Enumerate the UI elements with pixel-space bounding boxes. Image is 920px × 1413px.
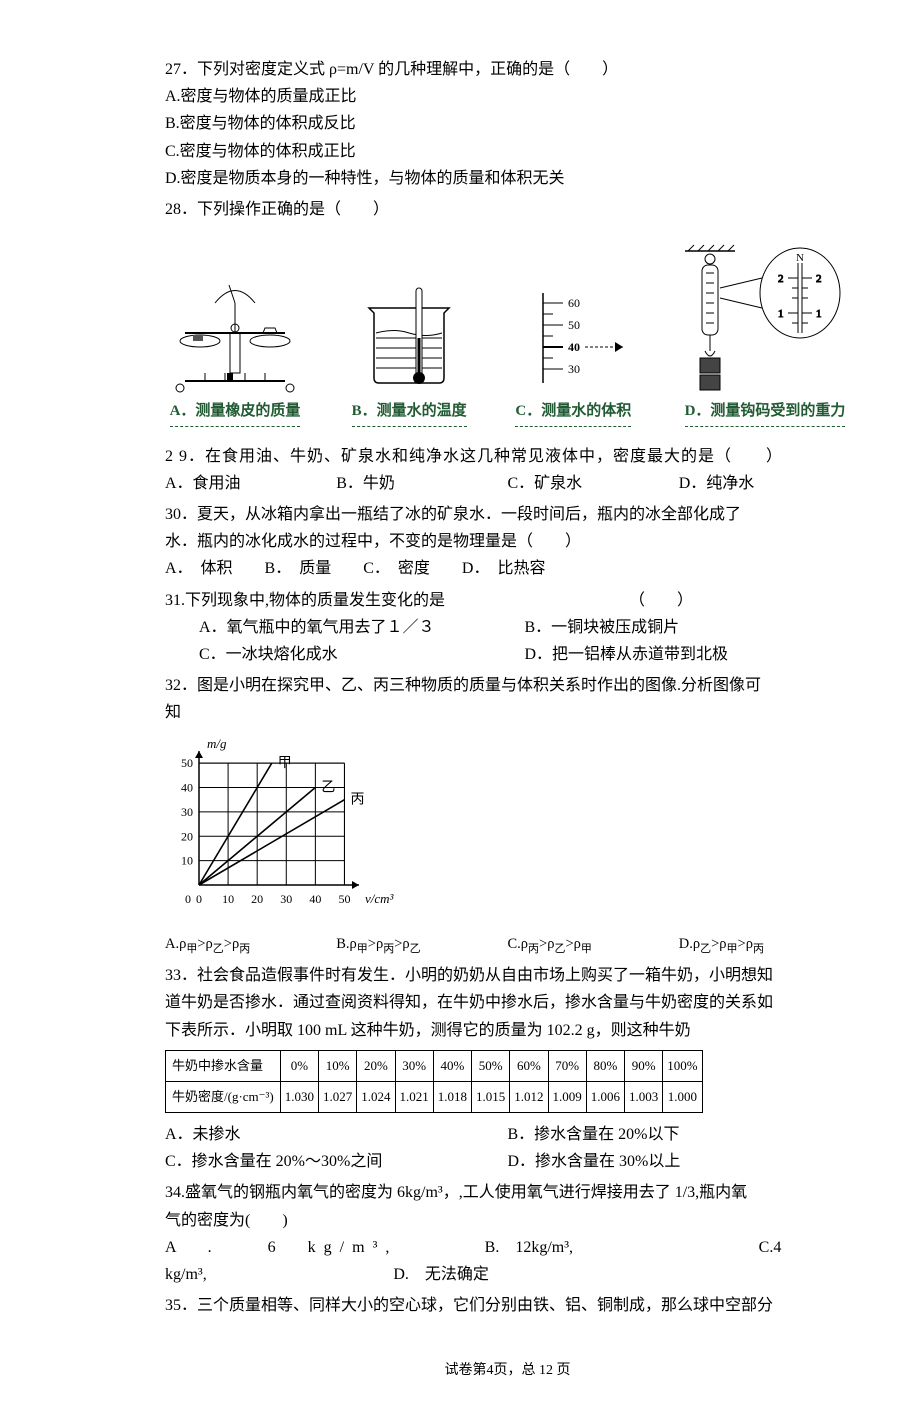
q32-chart: 0 10 20 30 40 50 10 20 30 40 50 m/g v/cm³ 0 甲乙丙 (165, 733, 850, 922)
q31: 31.下列现象中,物体的质量发生变化的是 （ ） A．氧气瓶中的氧气用去了１／３… (165, 587, 850, 669)
svg-text:50: 50 (568, 318, 580, 332)
q29-opt-b: B．牛奶 (336, 470, 507, 497)
q31-opt-b: B．一铜块被压成铜片 (525, 614, 851, 641)
svg-text:40: 40 (181, 780, 193, 794)
svg-text:30: 30 (568, 362, 580, 376)
svg-text:40: 40 (309, 892, 321, 906)
q29-opt-c: C．矿泉水 (508, 470, 679, 497)
svg-text:甲: 甲 (278, 756, 292, 771)
q34-stem2: 气的密度为( ) (165, 1207, 850, 1234)
svg-text:10: 10 (181, 853, 193, 867)
q28-fig-c: 60 50 40 30 C．测量水的体积 (513, 283, 633, 427)
svg-text:v/cm³: v/cm³ (365, 891, 395, 906)
page-footer: 试卷第4页，总 12 页 (165, 1359, 850, 1383)
svg-text:30: 30 (280, 892, 292, 906)
svg-text:10: 10 (222, 892, 234, 906)
q32-opt-c: C.ρ丙>ρ乙>ρ甲 (508, 932, 679, 959)
q35-stem: 35．三个质量相等、同样大小的空心球，它们分别由铁、铝、铜制成，那么球中空部分 (165, 1292, 850, 1319)
q28-fig-b: B．测量水的温度 (352, 283, 467, 427)
q28-caption-b: B．测量水的温度 (352, 399, 467, 427)
q33-table: 牛奶中掺水含量0%10%20%30%40%50%60%70%80%90%100%… (165, 1050, 703, 1113)
q28-caption-a: A．测量橡皮的质量 (170, 399, 301, 427)
q27-opt-c: C.密度与物体的体积成正比 (165, 138, 850, 165)
balance-scale-icon (165, 273, 305, 393)
q35: 35．三个质量相等、同样大小的空心球，它们分别由铁、铝、铜制成，那么球中空部分 (165, 1292, 850, 1319)
q33-stem3: 下表所示．小明取 100 mL 这种牛奶，测得它的质量为 102.2 g，则这种… (165, 1017, 850, 1044)
svg-text:20: 20 (251, 892, 263, 906)
svg-text:50: 50 (338, 892, 350, 906)
q32-stem2: 知 (165, 699, 850, 726)
q33-opt-b: B．掺水含量在 20%以下 (508, 1121, 851, 1148)
q34-opt-b: B. 12kg/m³, (485, 1234, 759, 1261)
svg-text:2: 2 (778, 273, 784, 285)
q29-opt-a: A．食用油 (165, 470, 336, 497)
q28-figure-row: A．测量橡皮的质量 (165, 243, 850, 427)
q31-opt-d: D．把一铝棒从赤道带到北极 (525, 641, 851, 668)
q31-opt-a: A．氧气瓶中的氧气用去了１／３ (199, 614, 525, 641)
q34-opt-c: C.4 (759, 1234, 850, 1261)
spring-scale-icon: N 2 2 1 1 (680, 243, 850, 393)
svg-text:1: 1 (778, 308, 784, 320)
q33-opt-a: A．未掺水 (165, 1121, 508, 1148)
svg-text:40: 40 (568, 340, 580, 354)
svg-text:2: 2 (816, 273, 822, 285)
q31-stem: 31.下列现象中,物体的质量发生变化的是 （ ） (165, 587, 850, 614)
q29-opt-d: D．纯净水 (679, 470, 850, 497)
svg-text:乙: 乙 (321, 779, 335, 795)
q29-stem: 2 9．在食用油、牛奶、矿泉水和纯净水这几种常见液体中，密度最大的是（ ） (165, 443, 850, 470)
q28-caption-c: C．测量水的体积 (515, 399, 631, 427)
q30-stem1: 30．夏天，从冰箱内拿出一瓶结了冰的矿泉水．一段时间后，瓶内的冰全部化成了 (165, 501, 850, 528)
q28: 28．下列操作正确的是（ ） (165, 196, 850, 427)
graduated-cylinder-icon: 60 50 40 30 (513, 283, 633, 393)
svg-text:20: 20 (181, 829, 193, 843)
q27-opt-b: B.密度与物体的体积成反比 (165, 110, 850, 137)
svg-text:30: 30 (181, 804, 193, 818)
q33-stem2: 道牛奶是否掺水．通过查阅资料得知，在牛奶中掺水后，掺水含量与牛奶密度的关系如 (165, 989, 850, 1016)
q32-opt-d: D.ρ乙>ρ甲>ρ丙 (679, 932, 850, 959)
q29: 2 9．在食用油、牛奶、矿泉水和纯净水这几种常见液体中，密度最大的是（ ） A．… (165, 443, 850, 497)
q32-opt-a: A.ρ甲>ρ乙>ρ丙 (165, 932, 336, 959)
q30: 30．夏天，从冰箱内拿出一瓶结了冰的矿泉水．一段时间后，瓶内的冰全部化成了 水．… (165, 501, 850, 583)
q34-stem1: 34.盛氧气的钢瓶内氧气的密度为 6kg/m³，,工人使用氧气进行焊接用去了 1… (165, 1179, 850, 1206)
q33: 33．社会食品造假事件时有发生．小明的奶奶从自由市场上购买了一箱牛奶，小明想知 … (165, 962, 850, 1175)
q31-opt-c: C．一冰块熔化成水 (199, 641, 525, 668)
svg-text:0: 0 (185, 892, 191, 906)
svg-text:m/g: m/g (207, 736, 227, 751)
q34: 34.盛氧气的钢瓶内氧气的密度为 6kg/m³，,工人使用氧气进行焊接用去了 1… (165, 1179, 850, 1288)
q28-caption-d: D．测量钩码受到的重力 (685, 399, 846, 427)
q27-opt-a: A.密度与物体的质量成正比 (165, 83, 850, 110)
q33-opt-d: D．掺水含量在 30%以上 (508, 1148, 851, 1175)
q30-opts: A． 体积 B． 质量 C． 密度 D． 比热容 (165, 555, 850, 582)
q30-stem2: 水．瓶内的冰化成水的过程中，不变的是物理量是（ ） (165, 528, 850, 555)
q34-opt-a: A . 6 kg/m³, (165, 1234, 485, 1261)
svg-text:50: 50 (181, 756, 193, 770)
q27: 27．下列对密度定义式 ρ=m/V 的几种理解中，正确的是（ ） A.密度与物体… (165, 56, 850, 192)
q34-opt-d: D. 无法确定 (393, 1261, 850, 1288)
svg-text:丙: 丙 (350, 792, 364, 807)
q28-fig-a: A．测量橡皮的质量 (165, 273, 305, 427)
q33-stem1: 33．社会食品造假事件时有发生．小明的奶奶从自由市场上购买了一箱牛奶，小明想知 (165, 962, 850, 989)
q32-stem1: 32．图是小明在探究甲、乙、丙三种物质的质量与体积关系时作出的图像.分析图像可 (165, 672, 850, 699)
q34-opt-c2: kg/m³, (165, 1261, 393, 1288)
q27-stem: 27．下列对密度定义式 ρ=m/V 的几种理解中，正确的是（ ） (165, 56, 850, 83)
q33-opt-c: C．掺水含量在 20%～30%之间 (165, 1148, 508, 1175)
beaker-thermometer-icon (354, 283, 464, 393)
svg-text:0: 0 (196, 892, 202, 906)
q27-opt-d: D.密度是物质本身的一种特性，与物体的质量和体积无关 (165, 165, 850, 192)
svg-text:1: 1 (816, 308, 822, 320)
svg-text:N: N (796, 252, 804, 264)
q28-fig-d: N 22 11 D．测量钩码受到的 (680, 243, 850, 427)
q28-stem: 28．下列操作正确的是（ ） (165, 196, 850, 223)
q32-opt-b: B.ρ甲>ρ丙>ρ乙 (336, 932, 507, 959)
q32: 32．图是小明在探究甲、乙、丙三种物质的质量与体积关系时作出的图像.分析图像可 … (165, 672, 850, 958)
svg-text:60: 60 (568, 296, 580, 310)
